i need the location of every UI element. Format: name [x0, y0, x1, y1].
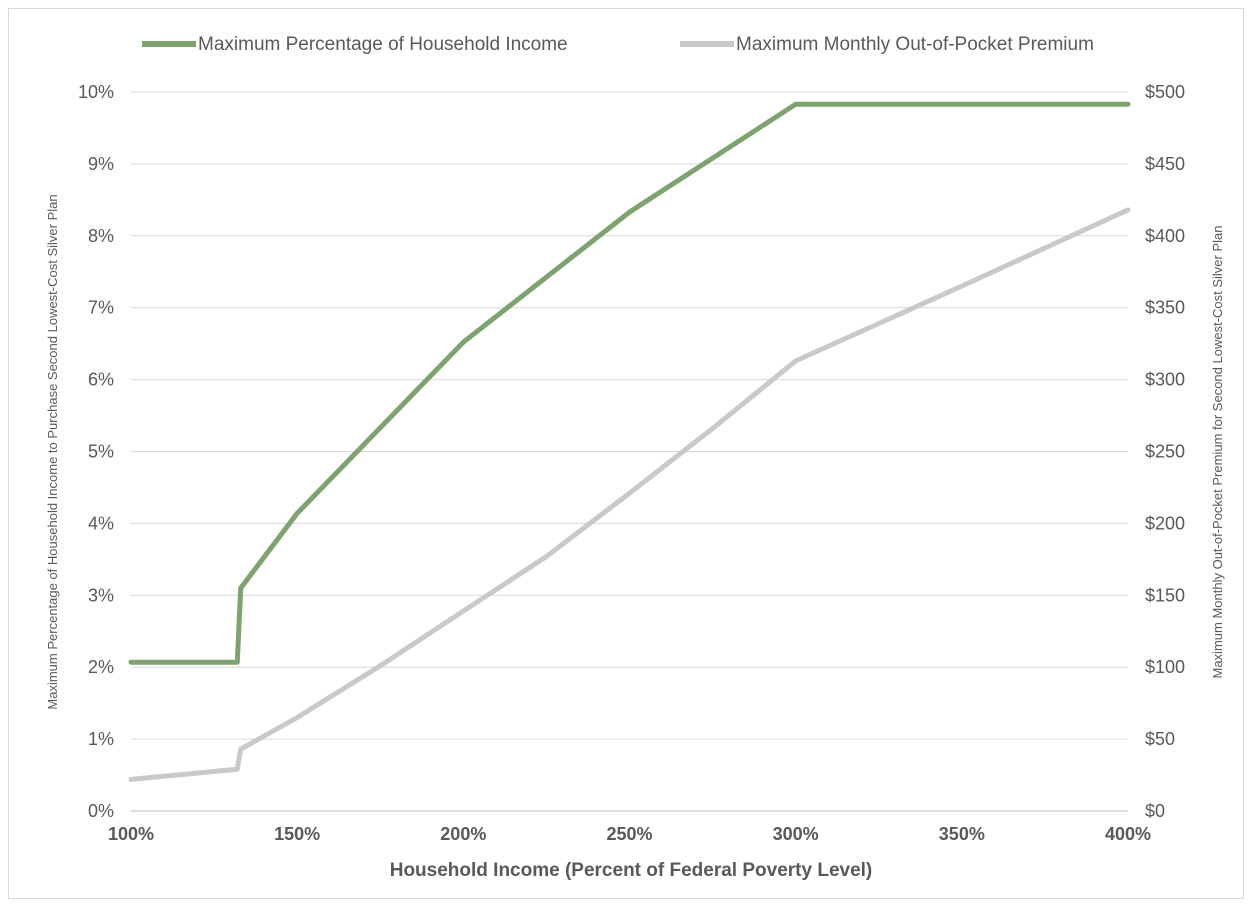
legend-label-percentage: Maximum Percentage of Household Income	[198, 34, 568, 55]
left-tick-label: 0%	[88, 801, 114, 821]
right-tick-label: $100	[1145, 657, 1185, 677]
x-tick-label: 250%	[606, 824, 652, 844]
left-axis-title: Maximum Percentage of Household Income t…	[45, 194, 60, 709]
series-lines	[128, 101, 1131, 782]
left-tick-label: 2%	[88, 657, 114, 677]
series-line-premium	[128, 207, 1131, 782]
legend: Maximum Percentage of Household Income M…	[142, 34, 1094, 55]
gridlines	[131, 91, 1128, 812]
right-tick-label: $400	[1145, 226, 1185, 246]
left-tick-label: 9%	[88, 154, 114, 174]
right-axis-title: Maximum Monthly Out-of-Pocket Premium fo…	[1210, 226, 1225, 679]
right-tick-label: $500	[1145, 82, 1185, 102]
right-tick-label: $350	[1145, 298, 1185, 318]
x-axis-title: Household Income (Percent of Federal Pov…	[390, 860, 873, 881]
x-tick-label: 400%	[1105, 824, 1151, 844]
left-tick-label: 3%	[88, 585, 114, 605]
left-tick-label: 1%	[88, 729, 114, 749]
x-tick-label: 100%	[108, 824, 154, 844]
right-tick-label: $250	[1145, 442, 1185, 462]
right-axis-ticks: $0 $50 $100 $150 $200 $250 $300 $350 $400 $450 $50…	[1145, 82, 1185, 821]
left-tick-label: 6%	[88, 370, 114, 390]
right-tick-label: $50	[1145, 729, 1175, 749]
legend-label-premium: Maximum Monthly Out-of-Pocket Premium	[736, 34, 1094, 55]
x-tick-label: 300%	[773, 824, 819, 844]
right-tick-label: $450	[1145, 154, 1185, 174]
chart-frame	[8, 8, 1244, 899]
x-tick-label: 150%	[274, 824, 320, 844]
left-tick-label: 8%	[88, 226, 114, 246]
left-tick-label: 4%	[88, 513, 114, 533]
x-tick-label: 200%	[440, 824, 486, 844]
series-line-percentage	[128, 101, 1131, 665]
left-tick-label: 10%	[78, 82, 114, 102]
left-tick-label: 5%	[88, 442, 114, 462]
right-tick-label: $0	[1145, 801, 1165, 821]
right-tick-label: $150	[1145, 585, 1185, 605]
left-axis-ticks: 0% 1% 2% 3% 4% 5% 6% 7% 8% 9% 10%	[78, 82, 114, 821]
right-tick-label: $300	[1145, 370, 1185, 390]
x-tick-label: 350%	[939, 824, 985, 844]
x-axis-ticks: 100% 150% 200% 250% 300% 350% 400%	[108, 824, 1151, 844]
right-tick-label: $200	[1145, 513, 1185, 533]
left-tick-label: 7%	[88, 298, 114, 318]
